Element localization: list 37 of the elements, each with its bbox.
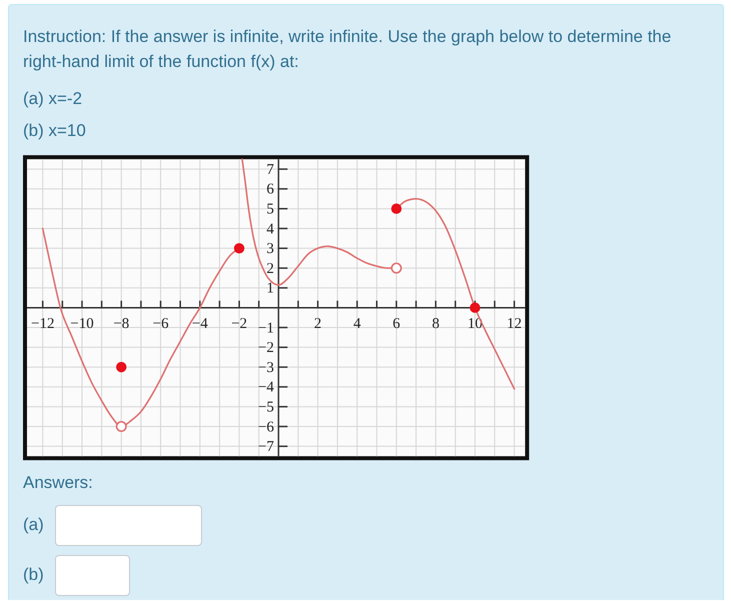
text: (b) <box>23 564 44 586</box>
y-tick-label: 3 <box>266 241 274 258</box>
x-tick-label: −10 <box>70 316 94 332</box>
x-tick-label: −6 <box>152 316 170 332</box>
point <box>116 362 127 372</box>
x-tick-label: −4 <box>192 316 208 332</box>
point <box>234 243 244 254</box>
x-tick-label: 8 <box>432 316 440 332</box>
point <box>116 420 127 432</box>
point <box>390 262 402 274</box>
y-tick-label: −7 <box>258 439 274 456</box>
x-tick-label: −8 <box>113 316 130 332</box>
x-tick-label: −2 <box>231 316 248 332</box>
y-tick-label: −6 <box>258 419 274 436</box>
x-tick-label: 12 <box>506 316 522 332</box>
y-tick-label: 4 <box>266 221 275 238</box>
y-tick-label: −5 <box>258 400 274 416</box>
x-tick-label: 4 <box>353 316 362 332</box>
chart-title: Instruction: If the answer is infinite, write infinite. Use the graph below to determine the right-hand limit of the function f(x) at: <box>23 26 672 73</box>
x-tick-label: −12 <box>30 316 54 332</box>
y-tick-label: 1 <box>266 280 274 297</box>
y-tick-label: −2 <box>258 340 274 356</box>
y-tick-label: 6 <box>266 182 275 198</box>
y-tick-label: −3 <box>258 360 274 376</box>
y-tick-label: 2 <box>266 260 274 277</box>
text: Answers: <box>23 472 93 494</box>
text: (a) <box>23 514 44 536</box>
point <box>470 302 480 313</box>
x-tick-label: 6 <box>392 316 401 332</box>
y-tick-label: 5 <box>266 202 274 218</box>
x-tick-label: 2 <box>314 316 322 332</box>
text: (b) x=10 <box>23 120 86 142</box>
point <box>391 203 402 214</box>
text: (a) x=-2 <box>23 88 82 110</box>
y-tick-label: −1 <box>258 320 274 336</box>
y-tick-label: 7 <box>266 162 275 178</box>
y-tick-label: −4 <box>258 380 274 396</box>
